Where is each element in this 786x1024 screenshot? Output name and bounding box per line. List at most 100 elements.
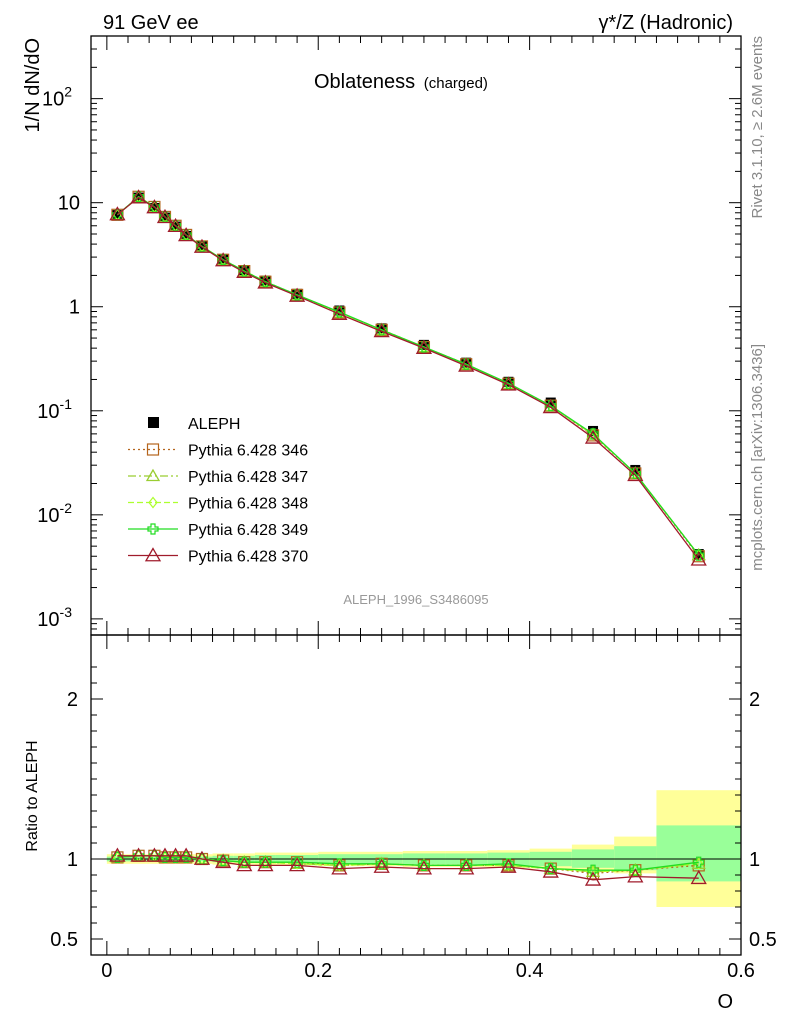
ratio-point-3 xyxy=(418,859,430,871)
series-point-3 xyxy=(460,358,472,370)
ratio-point-4 xyxy=(178,847,195,862)
ratio-point-4 xyxy=(193,850,211,865)
y-tick-label: 10 xyxy=(58,193,80,215)
ratio-point-4 xyxy=(542,863,559,878)
data-point xyxy=(545,397,556,408)
ratio-point-4 xyxy=(257,857,274,872)
y-tick-label-exp: 2 xyxy=(64,84,72,100)
y-tick-label-base: 10 xyxy=(37,401,59,423)
ratio-y-tick-label: 2 xyxy=(67,689,78,711)
y-tick-label-exp: -1 xyxy=(60,396,73,412)
data-point xyxy=(334,305,345,316)
ratio-point-4 xyxy=(458,860,475,875)
series-point-4 xyxy=(542,398,559,414)
series-point-4 xyxy=(458,357,475,372)
ratio-point-4 xyxy=(690,869,707,885)
rivet-label: Rivet 3.1.10, ≥ 2.6M events xyxy=(749,36,766,219)
ratio-point-4 xyxy=(130,847,147,862)
ratio-point-4 xyxy=(146,847,163,862)
ratio-point-3 xyxy=(259,856,271,868)
data-point xyxy=(418,339,429,350)
band-stat xyxy=(614,846,657,871)
y-tick-label-base: 10 xyxy=(37,505,59,527)
series-point-4 xyxy=(331,305,348,320)
legend-marker-2 xyxy=(148,496,158,509)
series-point-4 xyxy=(257,274,274,289)
x-tick-label: 0.4 xyxy=(516,960,544,982)
x-tick-label: 0.2 xyxy=(304,960,332,982)
main-plot xyxy=(109,189,707,566)
main-ylabel: 1/N dN/dO xyxy=(22,38,44,132)
data-point xyxy=(112,210,123,221)
mcplots-label: mcplots.cern.ch [arXiv:1306.3436] xyxy=(749,344,766,571)
series-point-4 xyxy=(193,238,211,253)
y-tick-label-exp: -3 xyxy=(60,604,73,620)
ratio-line-4 xyxy=(117,855,699,881)
data-point xyxy=(503,376,514,387)
ratio-point-4 xyxy=(331,860,348,875)
analysis-watermark: ALEPH_1996_S3486095 xyxy=(343,592,488,607)
plot-title-main: Oblateness xyxy=(314,71,415,93)
ratio-point-4 xyxy=(109,847,126,862)
x-axis-label: O xyxy=(717,991,733,1013)
ratio-point-4 xyxy=(156,847,174,862)
ratio-point-0 xyxy=(586,867,600,880)
y-tick-label-base: 10 xyxy=(37,609,59,631)
y-tick-label: 10-2 xyxy=(37,500,72,527)
ratio-plot xyxy=(109,847,707,886)
ratio-frame xyxy=(90,634,742,956)
y-tick-label: 102 xyxy=(42,84,72,111)
ratio-ylabel: Ratio to ALEPH xyxy=(24,740,41,851)
ratio-point-3 xyxy=(376,858,388,870)
ratio-bands xyxy=(91,790,741,907)
ratio-point-4 xyxy=(288,857,306,872)
ratio-y-tick-label-right: 1 xyxy=(749,849,760,871)
legend-marker-4 xyxy=(144,547,162,562)
band-stat xyxy=(656,825,741,882)
series-point-4 xyxy=(415,339,433,355)
plot-title: Oblateness (charged) xyxy=(314,71,488,93)
series-point-4 xyxy=(178,227,195,242)
ratio-point-4 xyxy=(214,853,232,869)
ratio-y-tick-label-right: 0.5 xyxy=(749,929,777,951)
legend-label-4: Pythia 6.428 370 xyxy=(188,549,308,566)
series-point-4 xyxy=(500,376,517,391)
y-tick-label: 10-3 xyxy=(37,604,72,631)
data-point xyxy=(292,288,303,299)
series-point-3 xyxy=(333,306,345,318)
ratio-point-4 xyxy=(373,858,390,873)
series-point-2 xyxy=(588,428,598,441)
series-point-4 xyxy=(584,429,602,444)
y-tick-label-base: 1 xyxy=(69,297,80,319)
series-point-4 xyxy=(288,287,306,302)
ratio-point-3 xyxy=(545,863,557,875)
legend-marker-1 xyxy=(145,468,161,482)
series-point-4 xyxy=(109,206,126,221)
y-tick-label-exp: -2 xyxy=(60,500,73,516)
data-point xyxy=(630,464,641,475)
y-tick-label-base: 10 xyxy=(58,193,80,215)
ratio-point-3 xyxy=(291,856,303,868)
legend-label-3: Pythia 6.428 349 xyxy=(188,522,308,539)
x-tick-label: 0.6 xyxy=(727,960,755,982)
ratio-point-4 xyxy=(415,860,433,875)
ratio-point-4 xyxy=(167,847,184,862)
header-left: 91 GeV ee xyxy=(103,12,199,34)
x-tick-label: 0 xyxy=(101,960,112,982)
legend: ALEPH Pythia 6.428 346 Pythia 6.428 347 Pyt… xyxy=(128,416,308,566)
ratio-y-tick-label-right: 2 xyxy=(749,689,760,711)
series-point-4 xyxy=(627,466,644,482)
ratio-y-tick-label: 1 xyxy=(67,849,78,871)
ratio-y-tick-label: 0.5 xyxy=(50,929,78,951)
ratio-point-3 xyxy=(502,858,515,870)
ratio-point-4 xyxy=(500,858,517,873)
series-point-4 xyxy=(146,199,163,214)
series-point-4 xyxy=(167,217,184,233)
data-point xyxy=(239,265,250,276)
legend-label-1: Pythia 6.428 347 xyxy=(188,469,308,486)
legend-marker-aleph xyxy=(148,417,159,428)
series-point-3 xyxy=(545,400,557,412)
y-tick-label-base: 10 xyxy=(42,89,64,111)
